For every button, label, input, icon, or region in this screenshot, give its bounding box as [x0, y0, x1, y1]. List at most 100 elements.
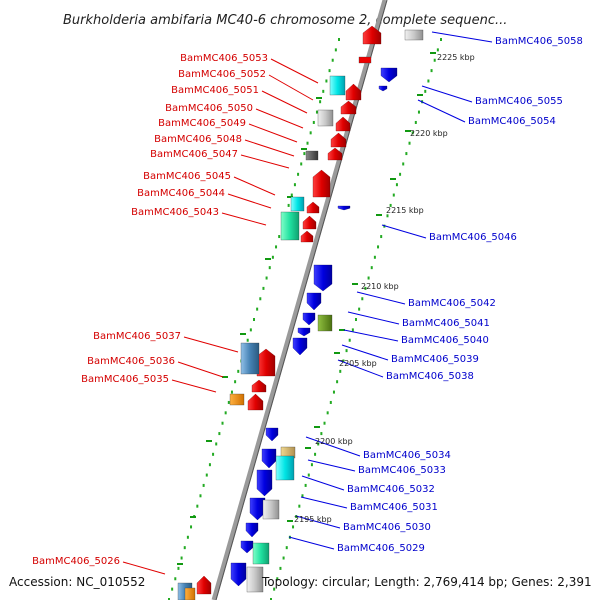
gene-label-left[interactable]: BamMC406_5037: [93, 331, 181, 342]
gene-label-left[interactable]: BamMC406_5053: [180, 53, 268, 64]
gene-box[interactable]: [280, 211, 300, 241]
gene-box[interactable]: [240, 342, 260, 375]
forward-gene[interactable]: [330, 132, 347, 148]
forward-gene[interactable]: [306, 201, 320, 214]
gene-label-left[interactable]: BamMC406_5036: [87, 356, 175, 367]
reverse-gene[interactable]: [378, 85, 388, 92]
genome-info-text: Topology: circular; Length: 2,769,414 bp…: [261, 575, 592, 589]
cds-dot: [323, 421, 326, 425]
gene-box[interactable]: [229, 393, 245, 406]
gene-box[interactable]: [184, 587, 196, 600]
forward-gene[interactable]: [251, 379, 267, 393]
gene-label-left[interactable]: BamMC406_5052: [178, 69, 266, 80]
reverse-gene[interactable]: [256, 469, 273, 497]
gene-label-right[interactable]: BamMC406_5040: [401, 335, 489, 346]
cds-dot: [303, 152, 306, 156]
gene-label-right[interactable]: BamMC406_5054: [468, 116, 556, 127]
gene-label-right[interactable]: BamMC406_5029: [337, 543, 425, 554]
forward-gene[interactable]: [300, 230, 314, 243]
label-leader-left: [270, 58, 319, 84]
forward-gene[interactable]: [362, 25, 382, 45]
gene-label-left[interactable]: BamMC406_5049: [158, 118, 246, 129]
reverse-gene[interactable]: [240, 540, 254, 554]
gene-label-left[interactable]: BamMC406_5047: [150, 149, 238, 160]
cds-dot: [282, 556, 285, 560]
gene-label-right[interactable]: BamMC406_5058: [495, 36, 583, 47]
gene-label-left[interactable]: BamMC406_5050: [165, 103, 253, 114]
cds-dot: [273, 587, 276, 591]
gene-box[interactable]: [252, 542, 270, 565]
gene-box[interactable]: [404, 29, 424, 41]
gene-label-right[interactable]: BamMC406_5033: [358, 465, 446, 476]
gene-label-right[interactable]: BamMC406_5041: [402, 318, 490, 329]
gene-box[interactable]: [305, 150, 319, 161]
forward-gene[interactable]: [312, 169, 331, 198]
forward-gene[interactable]: [345, 83, 362, 101]
forward-gene[interactable]: [335, 116, 351, 132]
reverse-gene[interactable]: [306, 292, 322, 311]
gene-box[interactable]: [290, 196, 305, 212]
cds-dot: [329, 400, 332, 404]
label-leader-left: [240, 154, 290, 169]
accession-text: Accession: NC_010552: [9, 575, 145, 589]
forward-gene[interactable]: [302, 215, 317, 230]
reverse-gene[interactable]: [249, 497, 266, 521]
gene-label-left[interactable]: BamMC406_5051: [171, 85, 259, 96]
gene-label-right[interactable]: BamMC406_5038: [386, 371, 474, 382]
forward-gene[interactable]: [327, 147, 343, 161]
gene-label-right[interactable]: BamMC406_5034: [363, 450, 451, 461]
gene-box[interactable]: [329, 75, 346, 96]
gene-label-right[interactable]: BamMC406_5046: [429, 232, 517, 243]
reverse-gene[interactable]: [292, 337, 308, 356]
label-leader-right: [307, 459, 356, 472]
cds-dot: [249, 328, 252, 332]
label-leader-left: [268, 74, 314, 101]
gene-box[interactable]: [317, 314, 333, 332]
cds-dot: [202, 483, 205, 487]
gene-label-right[interactable]: BamMC406_5055: [475, 96, 563, 107]
forward-gene[interactable]: [340, 100, 357, 115]
gene-label-left[interactable]: BamMC406_5045: [143, 171, 231, 182]
gene-label-left[interactable]: BamMC406_5026: [32, 556, 120, 567]
gene-label-right[interactable]: BamMC406_5032: [347, 484, 435, 495]
gene-box[interactable]: [317, 109, 334, 127]
gene-label-right[interactable]: BamMC406_5031: [350, 502, 438, 513]
gene-label-left[interactable]: BamMC406_5044: [137, 188, 225, 199]
cds-dash: [376, 214, 382, 216]
cds-dash: [352, 283, 358, 285]
cds-dash: [287, 520, 293, 522]
forward-gene[interactable]: [196, 575, 212, 595]
gene-box[interactable]: [246, 566, 264, 593]
reverse-gene[interactable]: [302, 312, 316, 326]
reverse-gene[interactable]: [380, 67, 398, 83]
label-leader-right: [347, 311, 400, 325]
position-tick-label: 2205 kbp: [339, 359, 377, 368]
reverse-gene[interactable]: [265, 427, 279, 442]
gene-label-left[interactable]: BamMC406_5043: [131, 207, 219, 218]
cds-dot: [433, 58, 436, 62]
gene-labels: BamMC406_5053 BamMC406_5052 BamMC406_5051 B…: [32, 36, 583, 567]
forward-gene[interactable]: [256, 348, 276, 377]
reverse-gene[interactable]: [337, 205, 351, 211]
gene-box[interactable]: [262, 499, 280, 520]
gene-label-right[interactable]: BamMC406_5039: [391, 354, 479, 365]
gene-box[interactable]: [275, 455, 295, 481]
reverse-gene[interactable]: [261, 448, 277, 469]
cds-dot: [380, 235, 383, 239]
forward-gene[interactable]: [358, 56, 372, 64]
position-tick-label: 2220 kbp: [410, 129, 448, 138]
label-leader-left: [255, 108, 304, 129]
cds-dot: [336, 380, 339, 384]
gene-label-left[interactable]: BamMC406_5048: [154, 134, 242, 145]
reverse-gene[interactable]: [297, 327, 311, 337]
gene-label-left[interactable]: BamMC406_5035: [81, 374, 169, 385]
gene-label-right[interactable]: BamMC406_5030: [343, 522, 431, 533]
reverse-gene[interactable]: [313, 264, 333, 292]
reverse-gene[interactable]: [245, 522, 259, 538]
reverse-gene[interactable]: [230, 562, 247, 587]
forward-gene[interactable]: [247, 393, 264, 411]
position-ticks: 2225 kbp 2220 kbp 2215 kbp 2210 kbp 2205 kbp…: [294, 53, 475, 524]
gene-label-right[interactable]: BamMC406_5042: [408, 298, 496, 309]
label-leader-left: [183, 336, 239, 353]
cds-dash: [190, 516, 196, 518]
